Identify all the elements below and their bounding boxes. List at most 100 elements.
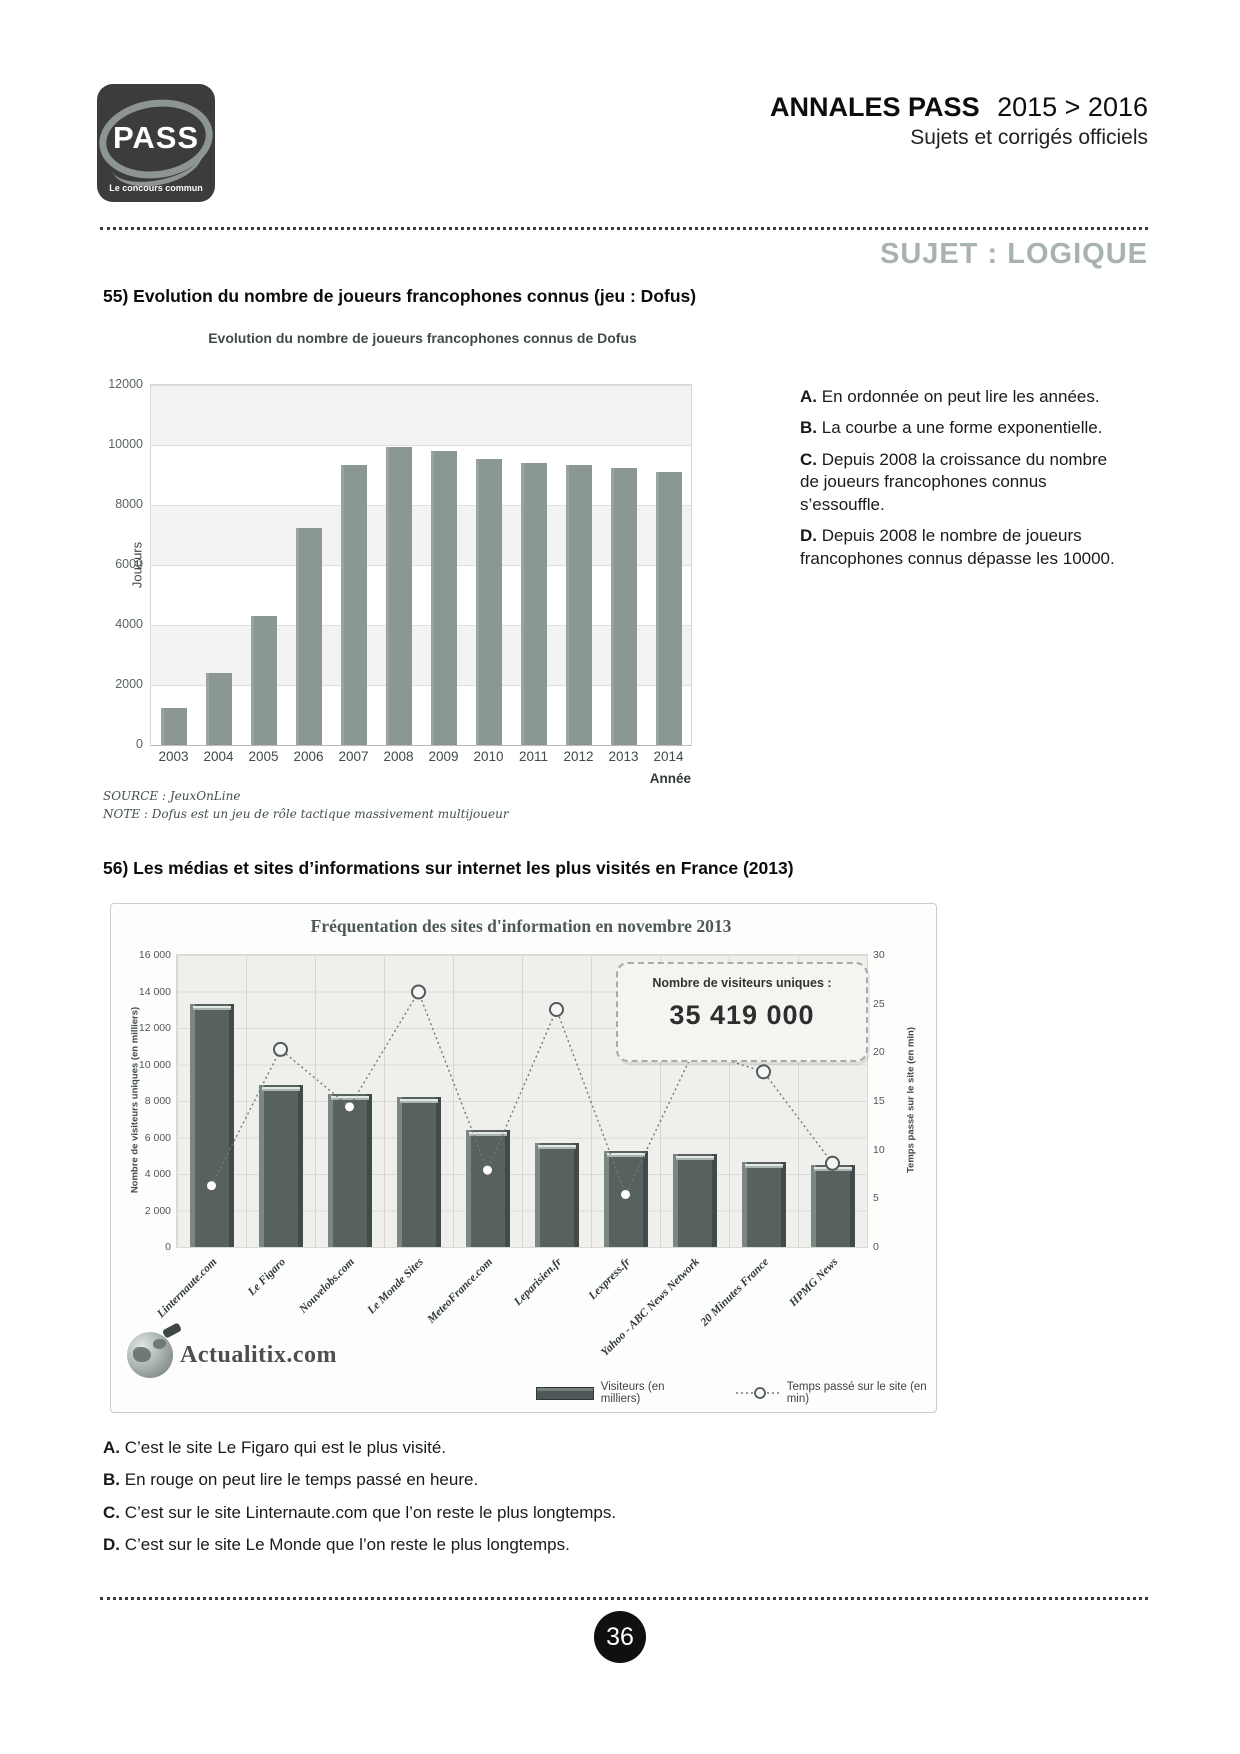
chart1-bar [520, 463, 547, 745]
chart1-y-tick-label: 4000 [115, 617, 143, 631]
option-text: Depuis 2008 le nombre de joueurs francop… [800, 526, 1115, 568]
chart1-plot: Joueurs Année 0 2000 4000 6000 8000 10000 1200… [108, 377, 692, 786]
chart2-right-tick-label: 20 [873, 1046, 885, 1059]
chart1-bar [655, 472, 682, 745]
chart2-bar [603, 1151, 648, 1247]
question-55-options: A. En ordonnée on peut lire les années. B… [800, 386, 1122, 579]
chart2-x-tick-label: Nouvelobs.com [297, 1256, 357, 1316]
option-label: D. [103, 1535, 125, 1555]
header-title-block: ANNALES PASS 2015 > 2016 Sujets et corri… [770, 92, 1148, 150]
chart1-x-axis-label: Année [649, 771, 691, 786]
annales-title-bold: ANNALES PASS [770, 92, 980, 122]
chart1-y-tick-label: 10000 [108, 437, 143, 451]
chart1-x-tick-label: 2003 [158, 749, 189, 764]
chart2-bar [534, 1142, 579, 1247]
chart1-x-tick-label: 2011 [518, 749, 549, 764]
legend-item-temps: Temps passé sur le site (en min) [735, 1381, 936, 1405]
chart1-bar [610, 467, 637, 745]
chart2-left-tick-label: 2 000 [144, 1204, 171, 1217]
option-a: A. En ordonnée on peut lire les années. [800, 386, 1122, 408]
chart1-x-tick-label: 2009 [428, 749, 459, 764]
question-56-options: A. C’est le site Le Figaro qui est le pl… [103, 1437, 863, 1567]
chart1-bar [565, 464, 592, 745]
chart2-right-tick-label: 30 [873, 949, 885, 961]
chart2-x-tick-label: 20 Minutes France [698, 1256, 771, 1329]
option-text: C’est le site Le Figaro qui est le plus … [124, 1438, 446, 1457]
legend-line-label: Temps passé sur le site (en min) [786, 1381, 927, 1405]
legend-line-swatch-icon [735, 1387, 780, 1399]
chart2-right-tick-label: 5 [873, 1192, 879, 1205]
chart1-x-tick-label: 2008 [383, 749, 414, 764]
chart1-x-tick-label: 2007 [338, 749, 369, 764]
chart2-frequentation: Fréquentation des sites d'information en… [110, 903, 937, 1413]
option-c: C. Depuis 2008 la croissance du nombre d… [800, 449, 1122, 516]
option-text: En rouge on peut lire le temps passé en … [124, 1470, 479, 1490]
option-d: D. Depuis 2008 le nombre de joueurs fran… [800, 525, 1122, 570]
chart2-x-tick-label: HPMG News [786, 1256, 840, 1309]
globe-icon [127, 1322, 183, 1378]
chart2-bar [189, 1004, 234, 1247]
chart2-left-tick-label: 8 000 [144, 1095, 171, 1107]
chart2-callout-value: 35 419 000 [669, 1000, 815, 1030]
chart1-y-tick-label: 12000 [108, 377, 143, 391]
chart2-title: Fréquentation des sites d'information en… [310, 916, 732, 936]
chart1-y-tick-label: 0 [136, 737, 143, 751]
chart2-right-axis-label: Temps passé sur le site (en min) [905, 1026, 917, 1174]
chart2-left-tick-label: 0 [165, 1241, 171, 1253]
chart2-right-tick-label: 10 [873, 1143, 885, 1156]
option-text: La courbe a une forme exponentielle. [821, 418, 1103, 438]
chart2-x-tick-label: Linternaute.com [154, 1256, 219, 1321]
chart2-left-tick-label: 16 000 [138, 949, 171, 961]
chart1-y-tick-label: 2000 [115, 677, 143, 691]
chart2-x-tick-label: Le Monde Sites [365, 1256, 426, 1317]
chart2-left-tick-label: 12 000 [138, 1022, 171, 1034]
chart2-bar [810, 1164, 855, 1247]
chart1-bar [295, 527, 322, 745]
chart1-source: SOURCE : JeuxOnLine [103, 789, 241, 803]
chart2-callout-label: Nombre de visiteurs uniques : [652, 976, 832, 990]
chart2-legend: Visiteurs (en milliers) Temps passé sur … [536, 1381, 936, 1405]
globe-hand-icon [161, 1322, 183, 1339]
chart1-bar [385, 446, 412, 745]
chart2-callout: Nombre de visiteurs uniques : 35 419 000 [616, 962, 868, 1062]
chart2-bar [672, 1153, 717, 1247]
chart2-bar [465, 1130, 510, 1247]
option-text: C’est sur le site Linternaute.com que l’… [124, 1502, 617, 1522]
chart1-bar [340, 464, 367, 745]
option-b: B. En rouge on peut lire le temps passé … [103, 1469, 863, 1491]
page-number-badge: 36 [594, 1611, 646, 1663]
chart1-x-tick-label: 2010 [473, 749, 504, 764]
chart2-left-tick-label: 14 000 [138, 985, 171, 998]
question-56-heading: 56) Les médias et sites d’informations s… [103, 858, 794, 878]
chart2-bar [741, 1162, 786, 1247]
option-label: D. [800, 526, 822, 546]
pass-logo: PASS Le concours commun [94, 84, 218, 202]
option-b: B. La courbe a une forme exponentielle. [800, 417, 1122, 439]
chart2-x-tick-label: Leparisien.fr [511, 1256, 564, 1309]
option-c: C. C’est sur le site Linternaute.com que… [103, 1502, 863, 1524]
footer-dotted-rule [100, 1597, 1148, 1600]
chart1-bar [250, 616, 277, 745]
option-text: En ordonnée on peut lire les années. [821, 387, 1100, 406]
chart1-x-tick-label: 2004 [203, 749, 234, 764]
chart2-left-tick-label: 4 000 [144, 1168, 171, 1180]
option-label: C. [103, 1502, 125, 1522]
chart1-note: NOTE : Dofus est un jeu de rôle tactique… [103, 807, 509, 821]
chart1-bar [205, 673, 232, 745]
chart1-bar [475, 458, 502, 745]
option-label: B. [800, 418, 822, 438]
legend-bar-swatch-icon [536, 1386, 594, 1400]
page-number: 36 [606, 1622, 634, 1651]
option-text: Depuis 2008 la croissance du nombre de j… [800, 449, 1108, 514]
chart2-bar [258, 1084, 303, 1247]
chart1-y-tick-label: 8000 [115, 497, 143, 511]
chart2-line-marker [273, 1041, 288, 1057]
chart1-x-tick-label: 2005 [248, 749, 279, 764]
option-a: A. C’est le site Le Figaro qui est le pl… [103, 1437, 863, 1459]
option-text: C’est sur le site Le Monde que l’on rest… [124, 1535, 570, 1555]
pass-logo-text: PASS [112, 120, 200, 155]
chart1-title: Evolution du nombre de joueurs francopho… [208, 330, 637, 346]
chart1-bar [160, 707, 187, 745]
chart2-line-marker [549, 1002, 564, 1018]
